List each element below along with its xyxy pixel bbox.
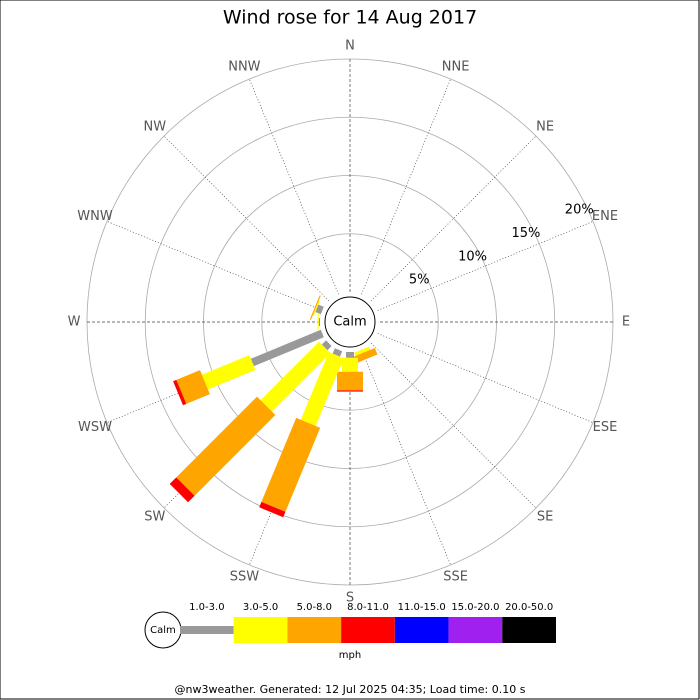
- direction-label: WNW: [77, 209, 113, 224]
- bars: [169, 289, 383, 518]
- rose-segment: [176, 370, 210, 404]
- rose-segment: [354, 346, 371, 356]
- direction-label: WSW: [78, 420, 112, 435]
- rose-segment: [342, 357, 358, 372]
- direction-label: N: [345, 39, 355, 54]
- direction-label: SW: [144, 510, 165, 525]
- direction-label: ENE: [592, 209, 618, 224]
- legend-swatch: [394, 617, 449, 643]
- legend-swatch: [448, 617, 503, 643]
- r-tick-label: 15%: [511, 226, 540, 241]
- direction-label: SSE: [443, 569, 468, 584]
- legend-label: 1.0-3.0: [189, 602, 224, 613]
- legend-swatch: [341, 617, 395, 643]
- rose-segment: [176, 396, 276, 496]
- r-tick-label: 20%: [565, 203, 594, 218]
- legend-calm-label: Calm: [150, 625, 176, 636]
- legend-label: 15.0-20.0: [451, 602, 499, 613]
- legend-swatch: [502, 617, 556, 643]
- calm-circle: [324, 296, 376, 348]
- rose-segment: [250, 329, 324, 367]
- rose-segment: [318, 318, 320, 326]
- rose-segment: [173, 379, 187, 406]
- rose-segment: [315, 304, 324, 315]
- legend-label: 8.0-11.0: [347, 602, 389, 613]
- legend: Calm mph 1.0-3.0 3.0-5.0 5.0-8.0 8.0-11.0 11…: [144, 602, 556, 661]
- rose-segment: [260, 341, 331, 412]
- rose-segment: [169, 477, 195, 503]
- chart-title: Wind rose for 14 Aug 2017: [223, 7, 477, 29]
- direction-label: SSW: [230, 569, 260, 584]
- direction-label: W: [68, 315, 81, 330]
- rose-segment: [261, 417, 321, 512]
- rose-segment: [201, 355, 256, 390]
- rose-segment: [337, 371, 363, 391]
- footer: @nw3weather. Generated: 12 Jul 2025 04:3…: [175, 683, 526, 696]
- rose-segment: [312, 300, 320, 316]
- legend-swatch: [287, 617, 342, 643]
- rose-segment: [309, 295, 321, 320]
- rose-segment: [332, 348, 343, 357]
- direction-label: NW: [144, 119, 167, 134]
- rose-segment: [321, 340, 332, 351]
- rose-segment: [300, 352, 344, 426]
- legend-label: 5.0-8.0: [297, 602, 332, 613]
- grid: 5% 10% 15% 20% N NNE NE ENE E ESE SE SSE S SSW SW WSW W W…: [68, 39, 631, 606]
- legend-label: 11.0-15.0: [398, 602, 446, 613]
- r-tick-label: 5%: [409, 273, 430, 288]
- legend-swatch: [233, 617, 288, 643]
- legend-unit: mph: [339, 650, 361, 661]
- direction-label: SE: [537, 510, 553, 525]
- direction-label: S: [346, 591, 354, 606]
- legend-label: 20.0-50.0: [505, 602, 553, 613]
- calm-label: Calm: [333, 315, 366, 330]
- ring: [144, 116, 556, 528]
- direction-label: NNW: [228, 60, 260, 75]
- rose-segment: [346, 352, 354, 358]
- legend-label: 3.0-5.0: [243, 602, 278, 613]
- rose-segment: [259, 501, 286, 518]
- direction-label: ESE: [593, 420, 618, 435]
- rose-segment: [337, 390, 363, 392]
- direction-label: NNE: [442, 60, 470, 75]
- ring: [261, 233, 439, 411]
- rose-segment: [317, 314, 319, 330]
- legend-swatch: [180, 626, 234, 634]
- direction-label: NE: [536, 119, 554, 134]
- direction-label: E: [622, 315, 630, 330]
- r-tick-label: 10%: [458, 249, 487, 264]
